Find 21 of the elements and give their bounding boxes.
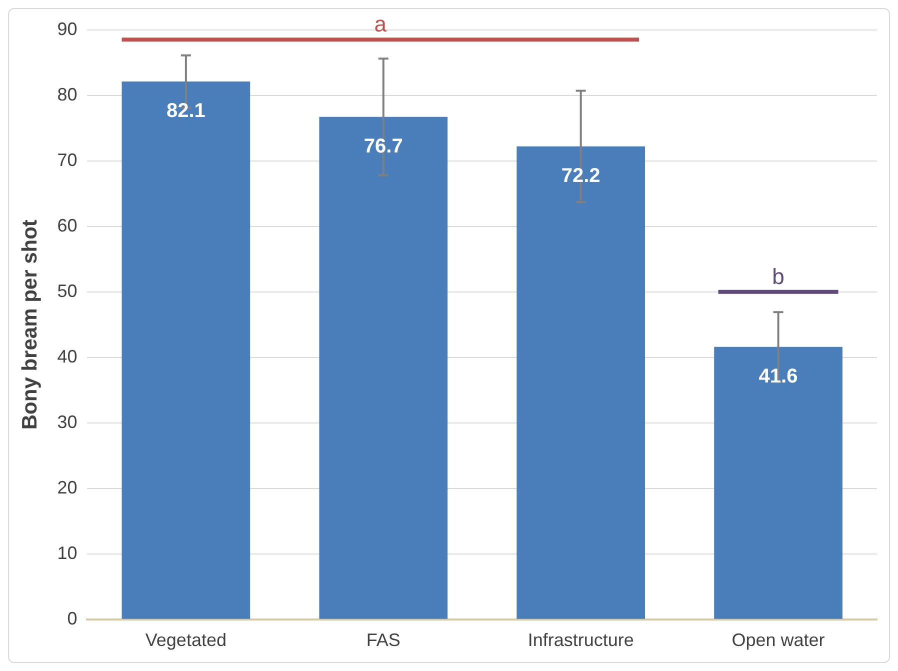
y-tick-label: 10 bbox=[57, 542, 78, 563]
y-axis-title: Bony bream per shot bbox=[18, 220, 42, 430]
y-tick-label: 60 bbox=[57, 215, 78, 236]
annotation: a bbox=[374, 12, 388, 37]
y-tick-label: 70 bbox=[57, 150, 78, 170]
data-label: 82.1 bbox=[166, 100, 206, 122]
x-tick-label: FAS bbox=[366, 630, 400, 650]
x-tick-label: Open water bbox=[732, 630, 825, 650]
data-label: 76.7 bbox=[364, 135, 403, 158]
y-tick-label: 50 bbox=[57, 280, 78, 301]
y-tick-label: 20 bbox=[57, 477, 78, 498]
y-tick-label: 30 bbox=[57, 412, 78, 432]
y-tick-label: 40 bbox=[57, 346, 78, 366]
data-label: 41.6 bbox=[758, 365, 798, 388]
x-tick-label: Infrastructure bbox=[528, 630, 634, 650]
data-label: 72.2 bbox=[561, 164, 600, 187]
y-tick-label: 0 bbox=[67, 608, 78, 628]
y-tick-label: 90 bbox=[57, 18, 78, 39]
annotation: b bbox=[772, 264, 784, 289]
y-tick-label: 80 bbox=[57, 84, 78, 104]
x-tick-label: Vegetated bbox=[145, 630, 226, 650]
